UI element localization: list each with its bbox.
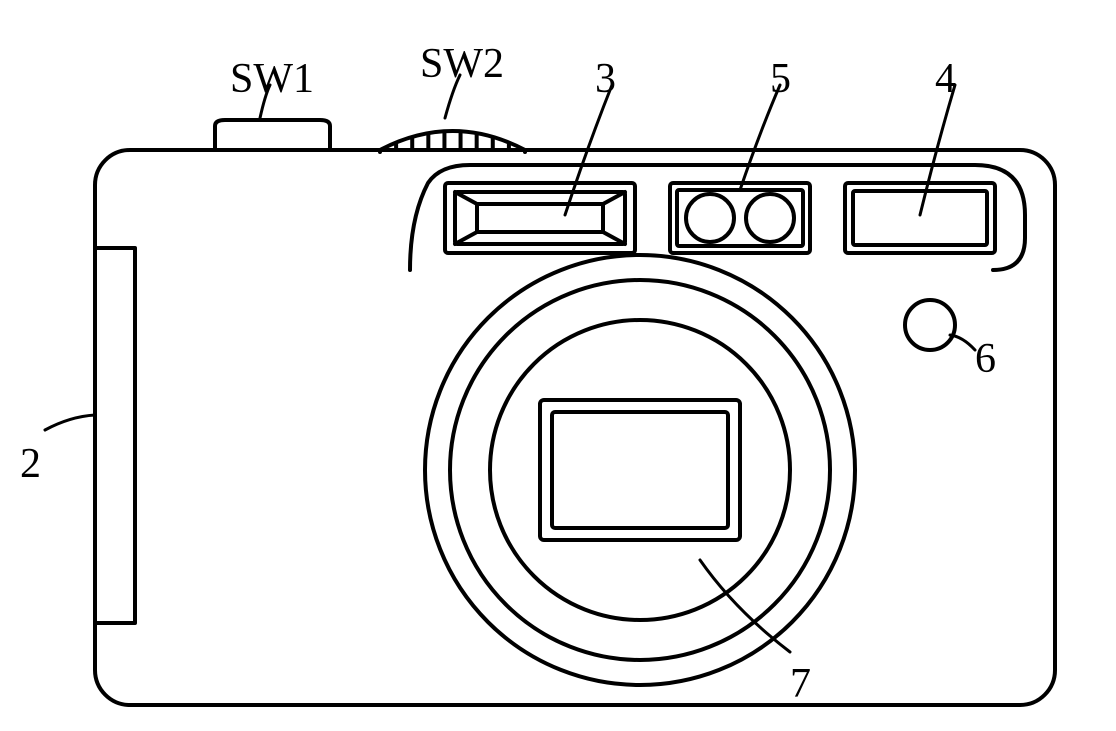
label-sw2: SW2 — [420, 40, 504, 88]
af-sensor-lens-right — [746, 194, 794, 242]
leader-n2 — [45, 415, 95, 430]
label-2: 2 — [20, 440, 41, 488]
label-3: 3 — [595, 55, 616, 103]
self-timer-lamp — [905, 300, 955, 350]
viewfinder-inner — [853, 191, 987, 245]
label-7: 7 — [790, 660, 811, 708]
af-sensor-lens-left — [686, 194, 734, 242]
lens-barrel-ring — [450, 280, 830, 660]
label-sw1: SW1 — [230, 55, 314, 103]
af-sensor-outer — [670, 183, 810, 253]
camera-diagram — [0, 0, 1116, 731]
lens-aperture-outer — [540, 400, 740, 540]
flash-bevel — [455, 192, 625, 244]
shutter-button — [215, 120, 330, 150]
label-4: 4 — [935, 55, 956, 103]
lens-aperture-inner — [552, 412, 728, 528]
flash-inner — [455, 192, 625, 244]
leader-n6 — [950, 335, 975, 350]
viewfinder-outer — [845, 183, 995, 253]
mode-dial — [380, 131, 525, 150]
label-6: 6 — [975, 335, 996, 383]
lens-front — [490, 320, 790, 620]
side-panel — [95, 248, 135, 623]
label-5: 5 — [770, 55, 791, 103]
